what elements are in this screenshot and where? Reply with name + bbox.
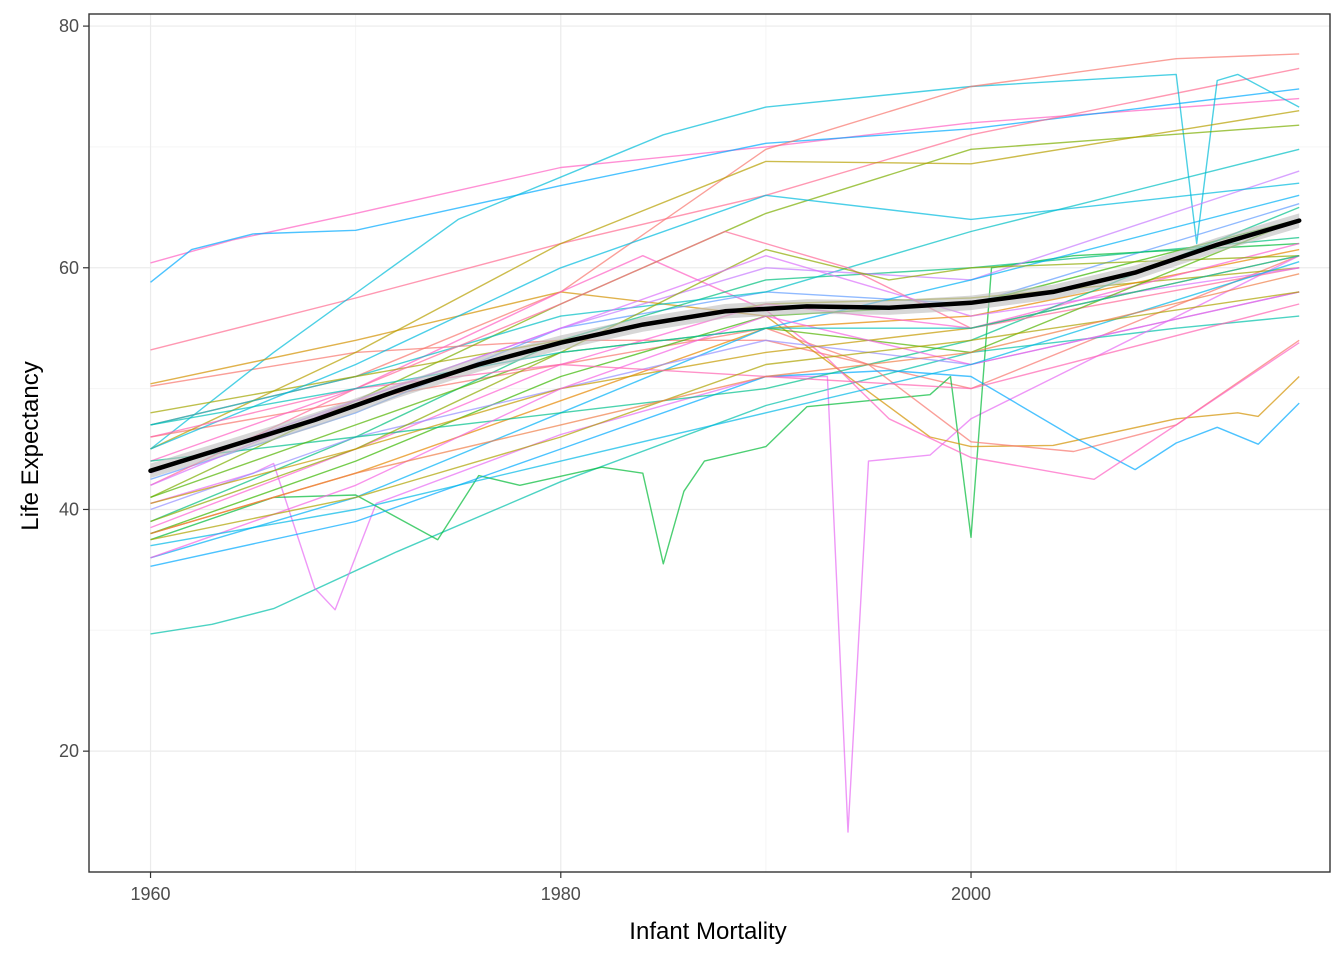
series-line-35 (150, 303, 1300, 438)
series-line-23 (150, 242, 1300, 529)
series-line-2 (150, 97, 1300, 264)
series-line-34 (150, 261, 1300, 547)
series-line-33 (150, 291, 1300, 559)
series-line-8 (150, 255, 1300, 833)
series-line-29 (150, 182, 1300, 450)
panel-border (88, 13, 1331, 873)
series-line-10 (150, 291, 1300, 448)
x-tick-label: 1960 (131, 884, 171, 904)
series-line-16 (150, 236, 1300, 523)
series-line-13 (150, 255, 1300, 480)
series-layer (150, 53, 1300, 833)
series-line-7 (150, 315, 1300, 635)
series-line-3 (150, 88, 1300, 283)
series-line-18 (150, 148, 1300, 426)
x-axis: 1960 1980 2000 (131, 872, 991, 904)
y-tick-label: 20 (59, 741, 79, 761)
y-axis: 20 40 60 80 (59, 16, 89, 761)
series-line-38 (150, 273, 1300, 535)
y-axis-title: Life Expectancy (17, 361, 44, 530)
series-line-17 (150, 110, 1300, 450)
y-tick-label: 80 (59, 16, 79, 36)
series-line-36 (150, 255, 1300, 426)
y-tick-label: 40 (59, 499, 79, 519)
x-tick-label: 2000 (951, 884, 991, 904)
series-line-9 (150, 242, 1300, 565)
y-tick-label: 60 (59, 258, 79, 278)
series-line-12 (150, 369, 1300, 567)
x-axis-title: Infant Mortality (629, 918, 786, 945)
trend-line (148, 218, 1302, 474)
x-tick-label: 1980 (541, 884, 581, 904)
series-line-4 (150, 67, 1300, 351)
